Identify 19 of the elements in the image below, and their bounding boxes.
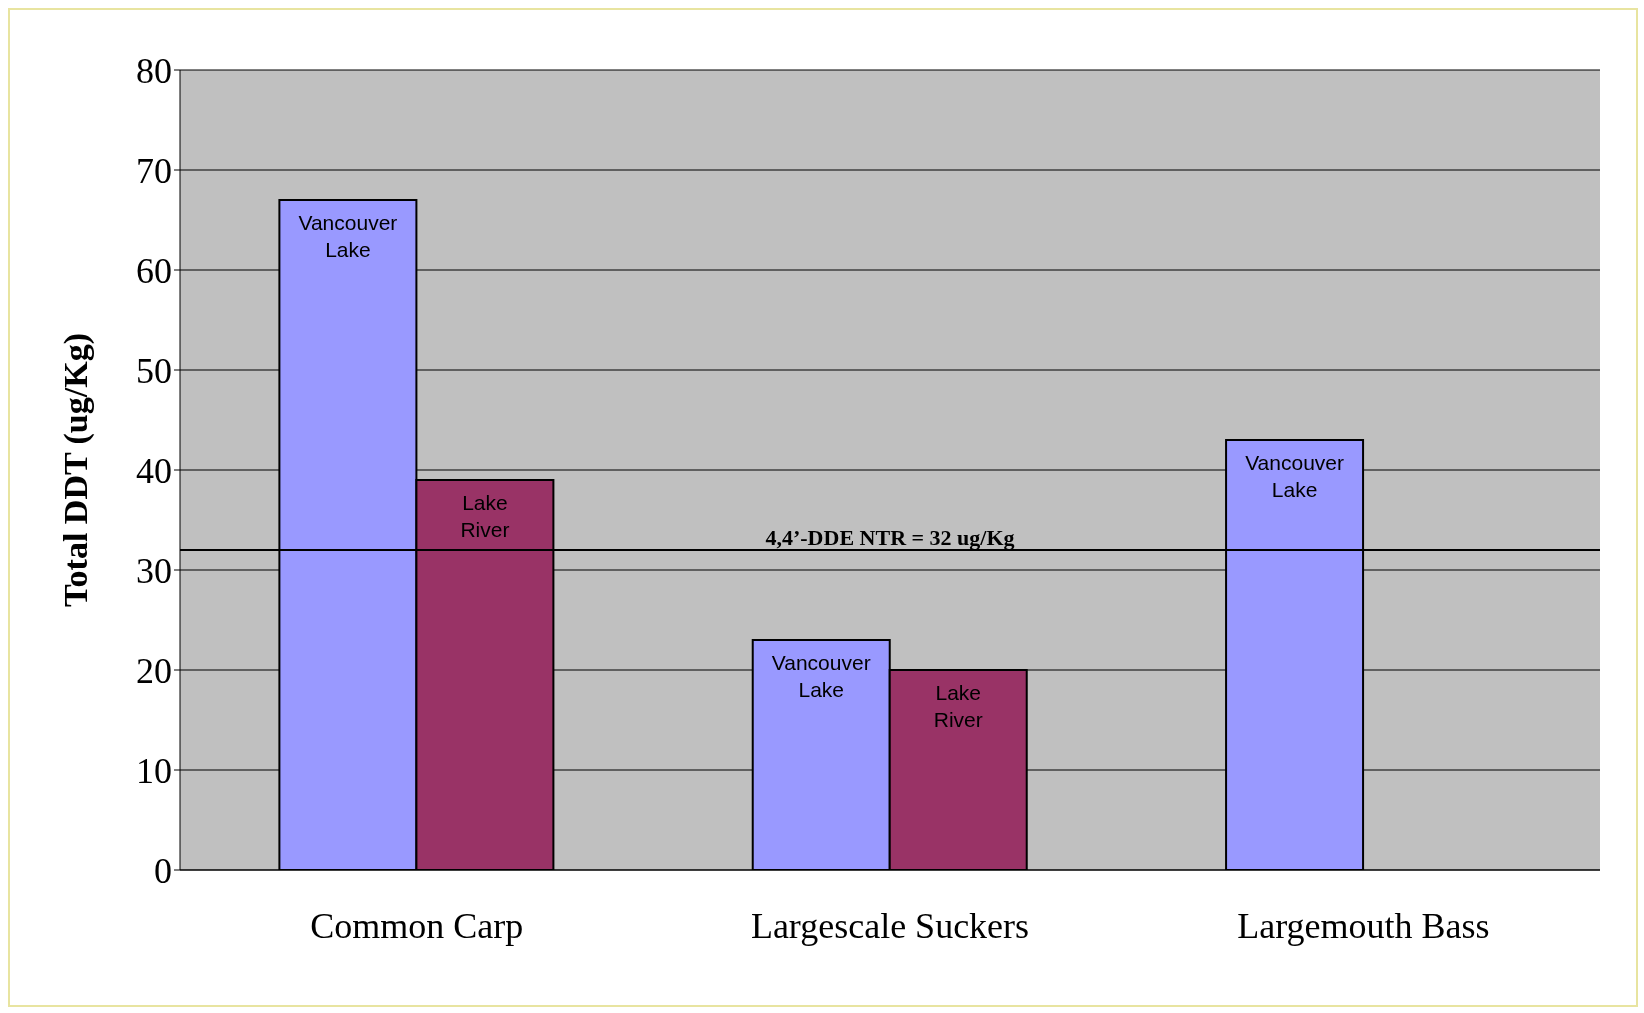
y-axis-title: Total DDT (ug/Kg) [57, 333, 96, 607]
x-tick-label: Largemouth Bass [1237, 905, 1490, 946]
y-tick-label: 20 [136, 650, 172, 691]
y-tick-label: 60 [136, 250, 172, 291]
ref-line-label: 4,4’-DDE NTR = 32 ug/Kg [765, 525, 1015, 550]
series-label: Lake River [460, 491, 510, 541]
y-tick-label: 0 [154, 850, 172, 891]
series-label: Vancouver Lake [298, 211, 398, 261]
y-tick-label: 40 [136, 450, 172, 491]
x-tick-label: Common Carp [310, 905, 524, 946]
text: Vancouver Lake [1245, 451, 1344, 501]
y-tick-label: 70 [136, 150, 172, 191]
y-tick-label: 10 [136, 750, 172, 791]
y-tick-label: 30 [136, 550, 172, 591]
text: Lake River [933, 681, 983, 731]
y-tick-label: 80 [136, 50, 172, 91]
x-tick-label: Largescale Suckers [750, 905, 1030, 946]
y-tick-label: 50 [136, 350, 172, 391]
text: Vancouver Lake [771, 651, 871, 701]
